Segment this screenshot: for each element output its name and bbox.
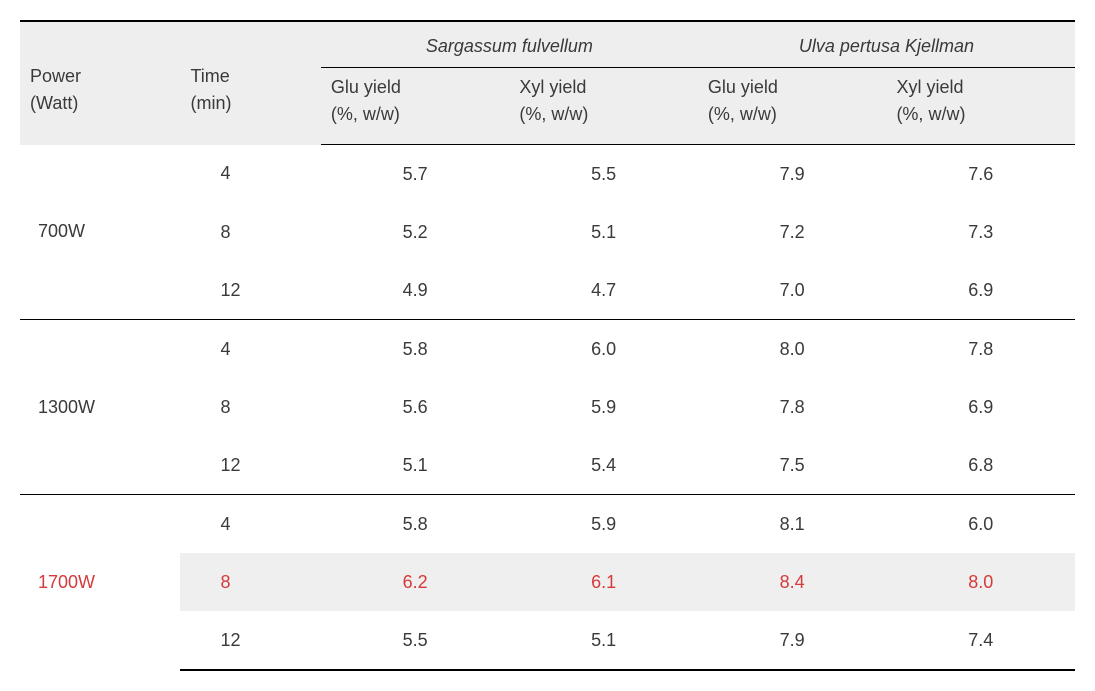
subhead-up-glu: Glu yield (%, w/w)	[698, 68, 887, 145]
power-cell: 700W	[20, 145, 180, 320]
up-xyl-cell: 7.6	[886, 145, 1075, 204]
up-glu-cell: 8.1	[698, 495, 887, 554]
up-glu-cell: 7.0	[698, 261, 887, 320]
sf-glu-cell: 5.8	[321, 320, 510, 379]
power-label: 1300W	[38, 397, 95, 417]
up-glu-cell: 7.9	[698, 145, 887, 204]
time-label-line1: Time	[190, 66, 229, 86]
time-cell: 8	[180, 203, 320, 261]
time-label-line2: (min)	[190, 93, 231, 113]
sf-xyl-cell: 6.0	[509, 320, 698, 379]
sf-xyl-cell: 5.5	[509, 145, 698, 204]
up-xyl-cell: 7.3	[886, 203, 1075, 261]
power-label: 1700W	[38, 572, 95, 592]
subhead-sf-xyl: Xyl yield (%, w/w)	[509, 68, 698, 145]
table-row: 1300W45.86.08.07.8	[20, 320, 1075, 379]
up-glu-cell: 7.5	[698, 436, 887, 495]
up-xyl-cell: 6.8	[886, 436, 1075, 495]
up-glu-cell: 8.4	[698, 553, 887, 611]
power-label-line2: (Watt)	[30, 93, 78, 113]
sf-glu-cell: 5.7	[321, 145, 510, 204]
subhead-sf-glu: Glu yield (%, w/w)	[321, 68, 510, 145]
power-cell: 1700W	[20, 495, 180, 671]
sf-glu-cell: 5.8	[321, 495, 510, 554]
up-glu-cell: 7.2	[698, 203, 887, 261]
table-row: 1700W45.85.98.16.0	[20, 495, 1075, 554]
time-cell: 4	[180, 495, 320, 554]
up-xyl-cell: 8.0	[886, 553, 1075, 611]
up-xyl-cell: 6.9	[886, 261, 1075, 320]
species-header-2: Ulva pertusa Kjellman	[698, 21, 1075, 68]
time-cell: 12	[180, 261, 320, 320]
up-glu-cell: 7.9	[698, 611, 887, 670]
col-header-time: Time (min)	[180, 21, 320, 145]
sf-glu-cell: 5.2	[321, 203, 510, 261]
power-cell: 1300W	[20, 320, 180, 495]
sf-xyl-cell: 6.1	[509, 553, 698, 611]
time-cell: 8	[180, 553, 320, 611]
col-header-power: Power (Watt)	[20, 21, 180, 145]
sf-glu-cell: 5.1	[321, 436, 510, 495]
yield-table-container: Power (Watt) Time (min) Sargassum fulvel…	[20, 20, 1075, 671]
species-header-1: Sargassum fulvellum	[321, 21, 698, 68]
yield-table: Power (Watt) Time (min) Sargassum fulvel…	[20, 20, 1075, 671]
sf-xyl-cell: 5.1	[509, 611, 698, 670]
sf-xyl-cell: 5.1	[509, 203, 698, 261]
sf-glu-cell: 5.5	[321, 611, 510, 670]
time-cell: 8	[180, 378, 320, 436]
up-glu-cell: 8.0	[698, 320, 887, 379]
sf-glu-cell: 5.6	[321, 378, 510, 436]
sf-xyl-cell: 5.4	[509, 436, 698, 495]
table-body: 700W45.75.57.97.685.25.17.27.3124.94.77.…	[20, 145, 1075, 671]
table-row: 700W45.75.57.97.6	[20, 145, 1075, 204]
table-header: Power (Watt) Time (min) Sargassum fulvel…	[20, 21, 1075, 145]
subhead-up-xyl: Xyl yield (%, w/w)	[886, 68, 1075, 145]
up-xyl-cell: 7.4	[886, 611, 1075, 670]
sf-xyl-cell: 4.7	[509, 261, 698, 320]
time-cell: 4	[180, 320, 320, 379]
power-label-line1: Power	[30, 66, 81, 86]
sf-xyl-cell: 5.9	[509, 378, 698, 436]
up-xyl-cell: 7.8	[886, 320, 1075, 379]
sf-glu-cell: 6.2	[321, 553, 510, 611]
up-glu-cell: 7.8	[698, 378, 887, 436]
time-cell: 12	[180, 611, 320, 670]
sf-glu-cell: 4.9	[321, 261, 510, 320]
up-xyl-cell: 6.0	[886, 495, 1075, 554]
time-cell: 12	[180, 436, 320, 495]
up-xyl-cell: 6.9	[886, 378, 1075, 436]
sf-xyl-cell: 5.9	[509, 495, 698, 554]
time-cell: 4	[180, 145, 320, 204]
power-label: 700W	[38, 221, 85, 241]
